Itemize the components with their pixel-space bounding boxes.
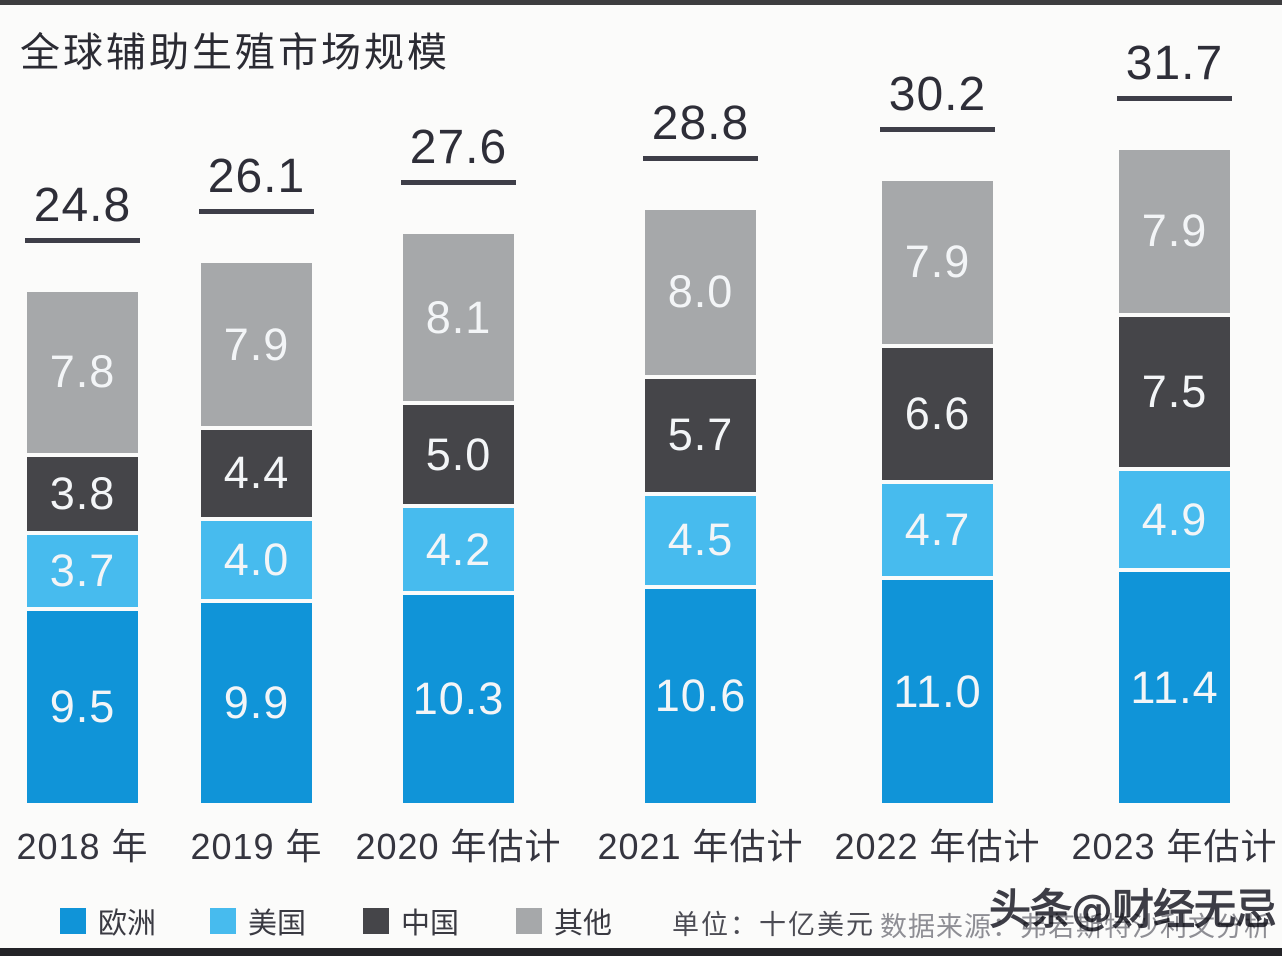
bar-segment-欧洲: 9.5 bbox=[27, 607, 138, 803]
segment-value-label: 7.9 bbox=[1141, 205, 1208, 257]
bar-segment-欧洲: 11.4 bbox=[1119, 568, 1230, 803]
legend-label: 欧洲 bbox=[98, 908, 157, 940]
total-underline bbox=[880, 126, 995, 132]
segment-value-label: 7.9 bbox=[904, 236, 971, 288]
total-underline bbox=[643, 155, 758, 161]
segment-value-label: 10.6 bbox=[654, 669, 747, 721]
segment-value-label: 5.7 bbox=[667, 409, 734, 461]
total-value: 26.1 bbox=[207, 150, 306, 204]
segment-value-label: 10.3 bbox=[412, 672, 505, 724]
segment-value-label: 7.9 bbox=[223, 318, 290, 370]
segment-value-label: 6.6 bbox=[904, 387, 971, 439]
bottom-border-strip bbox=[0, 948, 1282, 956]
legend-swatch-icon bbox=[516, 908, 542, 934]
bar-segment-欧洲: 10.3 bbox=[403, 590, 514, 803]
legend-swatch-icon bbox=[60, 908, 86, 934]
stacked-bar-2023年估计: 7.9 7.5 4.9 11.4 bbox=[1119, 149, 1230, 803]
bar-segment-美国: 4.0 bbox=[201, 516, 312, 600]
bar-segment-其他: 7.8 bbox=[27, 292, 138, 453]
legend-label: 其他 bbox=[554, 908, 613, 940]
segment-value-label: 5.0 bbox=[425, 428, 492, 480]
segment-value-label: 9.5 bbox=[49, 681, 116, 733]
legend-item-欧洲: 欧洲 bbox=[60, 900, 156, 942]
total-label-26.1: 26.1 bbox=[186, 150, 327, 215]
segment-value-label: 4.0 bbox=[223, 533, 290, 585]
segment-value-label: 4.5 bbox=[667, 514, 734, 566]
segment-value-label: 8.0 bbox=[667, 266, 734, 318]
bar-segment-中国: 5.7 bbox=[645, 374, 756, 492]
segment-value-label: 4.7 bbox=[904, 503, 971, 555]
total-underline bbox=[401, 180, 516, 186]
legend-row: 欧洲 美国 中国 其他 bbox=[0, 900, 1282, 940]
bar-segment-美国: 4.9 bbox=[1119, 467, 1230, 569]
legend-item-中国: 中国 bbox=[363, 900, 459, 942]
bar-segment-其他: 8.1 bbox=[403, 234, 514, 402]
chart-title: 全球辅助生殖市场规模 bbox=[20, 31, 450, 75]
bar-segment-其他: 7.9 bbox=[1119, 149, 1230, 313]
stacked-bar-2020年估计: 8.1 5.0 4.2 10.3 bbox=[403, 234, 514, 803]
segment-value-label: 4.2 bbox=[425, 523, 492, 575]
stacked-bar-2018年: 7.8 3.8 3.7 9.5 bbox=[27, 292, 138, 803]
legend-item-其他: 其他 bbox=[516, 900, 612, 942]
stacked-bar-2019年: 7.9 4.4 4.0 9.9 bbox=[201, 263, 312, 803]
bar-segment-欧洲: 10.6 bbox=[645, 584, 756, 803]
bar-segment-中国: 7.5 bbox=[1119, 312, 1230, 468]
bar-segment-中国: 5.0 bbox=[403, 401, 514, 505]
bar-segment-美国: 3.7 bbox=[27, 531, 138, 608]
bar-segment-美国: 4.7 bbox=[882, 479, 993, 577]
stacked-bar-2021年估计: 8.0 5.7 4.5 10.6 bbox=[645, 209, 756, 803]
bar-segment-欧洲: 11.0 bbox=[882, 576, 993, 803]
total-underline bbox=[199, 209, 314, 215]
bar-segment-其他: 8.0 bbox=[645, 209, 756, 375]
total-label-27.6: 27.6 bbox=[388, 121, 529, 186]
total-value: 24.8 bbox=[33, 179, 132, 233]
segment-value-label: 11.4 bbox=[1130, 661, 1219, 713]
legend-swatch-icon bbox=[363, 908, 389, 934]
x-axis-label-2020年估计: 2020 年估计 bbox=[355, 826, 562, 867]
bar-segment-美国: 4.2 bbox=[403, 504, 514, 591]
total-label-31.7: 31.7 bbox=[1104, 38, 1245, 101]
total-value: 30.2 bbox=[888, 67, 987, 121]
legend-label: 美国 bbox=[248, 908, 307, 940]
total-value: 28.8 bbox=[651, 96, 750, 150]
bar-segment-其他: 7.9 bbox=[201, 263, 312, 426]
segment-value-label: 4.4 bbox=[223, 447, 290, 499]
bar-segment-中国: 4.4 bbox=[201, 426, 312, 517]
legend-label: 中国 bbox=[401, 908, 460, 940]
x-axis-label-2018年: 2018 年 bbox=[16, 826, 149, 867]
bar-segment-美国: 4.5 bbox=[645, 491, 756, 585]
data-source-label: 数据来源：弗若斯特沙利文分析 bbox=[880, 912, 1272, 942]
unit-label: 单位：十亿美元 bbox=[672, 910, 875, 940]
bar-segment-中国: 3.8 bbox=[27, 452, 138, 532]
bar-segment-中国: 6.6 bbox=[882, 343, 993, 480]
total-underline bbox=[1117, 95, 1232, 101]
x-axis-label-2019年: 2019 年 bbox=[190, 826, 323, 867]
bar-segment-其他: 7.9 bbox=[882, 180, 993, 344]
watermark-toutiao: 头条@财经无忌 bbox=[988, 885, 1277, 934]
x-axis-label-2022年估计: 2022 年估计 bbox=[834, 826, 1041, 867]
segment-value-label: 11.0 bbox=[893, 665, 982, 717]
segment-value-label: 7.8 bbox=[49, 346, 116, 398]
bar-segment-欧洲: 9.9 bbox=[201, 599, 312, 803]
segment-value-label: 9.9 bbox=[223, 676, 290, 728]
segment-value-label: 4.9 bbox=[1141, 493, 1208, 545]
x-axis-label-2023年估计: 2023 年估计 bbox=[1071, 826, 1278, 867]
stacked-bar-2022年估计: 7.9 6.6 4.7 11.0 bbox=[882, 180, 993, 803]
top-border-strip bbox=[0, 0, 1282, 5]
total-underline bbox=[25, 237, 140, 243]
segment-value-label: 8.1 bbox=[425, 291, 492, 343]
legend-swatch-icon bbox=[210, 908, 236, 934]
total-value: 27.6 bbox=[409, 121, 508, 175]
total-value: 31.7 bbox=[1125, 36, 1224, 90]
total-label-28.8: 28.8 bbox=[630, 96, 771, 161]
segment-value-label: 3.7 bbox=[49, 545, 116, 597]
total-label-24.8: 24.8 bbox=[12, 180, 153, 243]
legend-item-美国: 美国 bbox=[210, 900, 306, 942]
x-axis-label-2021年估计: 2021 年估计 bbox=[597, 826, 804, 867]
total-label-30.2: 30.2 bbox=[867, 69, 1008, 132]
segment-value-label: 7.5 bbox=[1141, 365, 1208, 417]
segment-value-label: 3.8 bbox=[49, 467, 116, 519]
